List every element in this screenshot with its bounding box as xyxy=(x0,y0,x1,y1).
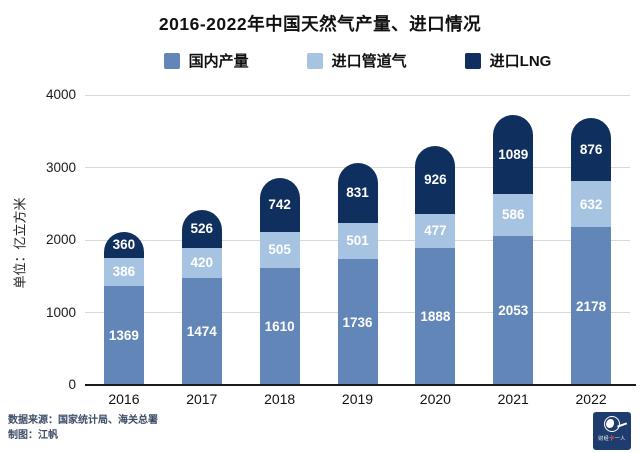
x-tick-label: 2021 xyxy=(497,391,529,407)
bar-segment: 1888 xyxy=(415,248,456,385)
bar-value-label: 742 xyxy=(268,197,291,213)
bar-segment: 2178 xyxy=(571,227,612,385)
bar-value-label: 586 xyxy=(501,207,525,223)
bar-slot: 926 477 1888 xyxy=(396,95,474,385)
y-tick-label: 0 xyxy=(68,377,76,392)
bar-2016: 360 386 1369 xyxy=(103,231,144,385)
bar-2020: 926 477 1888 xyxy=(415,146,456,385)
bar-value-label: 386 xyxy=(112,264,136,280)
bar-segment: 926 xyxy=(415,146,456,214)
bar-segment: 1610 xyxy=(259,268,300,385)
bar-segment: 360 xyxy=(103,231,144,258)
bar-2022: 876 632 2178 xyxy=(571,117,612,385)
bar-value-label: 1736 xyxy=(342,314,373,330)
bar-segment: 586 xyxy=(493,193,534,237)
bar-value-label: 926 xyxy=(424,172,447,188)
bar-segment: 831 xyxy=(337,162,378,223)
author-note: 制图：江帆 xyxy=(8,430,58,441)
bar-segment: 742 xyxy=(259,177,300,232)
x-tick-label: 2020 xyxy=(419,391,451,407)
bar-value-label: 420 xyxy=(190,255,214,271)
bar-value-label: 1369 xyxy=(108,327,139,343)
legend-item: 进口管道气 xyxy=(306,50,407,71)
bar-segment: 420 xyxy=(181,247,222,279)
bar-value-label: 831 xyxy=(346,185,369,201)
globe-icon xyxy=(604,416,620,432)
bar-value-label: 526 xyxy=(190,221,214,237)
bar-segment: 1474 xyxy=(181,278,222,385)
bar-segment: 1369 xyxy=(103,285,144,385)
bar-segment: 501 xyxy=(337,222,378,260)
bar-group: 360 386 1369 526 420 1474 742 505 1610 831 501 1736… xyxy=(85,95,630,385)
legend-swatch xyxy=(464,52,481,69)
footer: 数据来源：国家统计局、海关总署 制图：江帆 xyxy=(8,413,158,443)
legend-item: 进口LNG xyxy=(464,50,552,71)
bar-segment: 526 xyxy=(181,209,222,248)
bar-2019: 831 501 1736 xyxy=(337,162,378,385)
red-dot-icon xyxy=(611,436,614,439)
legend: 国内产量 进口管道气 进口LNG xyxy=(85,50,630,71)
data-source-note: 数据来源：国家统计局、海关总署 xyxy=(8,415,158,426)
bar-2018: 742 505 1610 xyxy=(259,177,300,385)
x-axis-line xyxy=(85,384,636,386)
y-tick-label: 3000 xyxy=(45,159,76,175)
bar-value-label: 632 xyxy=(579,196,603,212)
bar-segment: 876 xyxy=(571,117,612,182)
plot-area: 360 386 1369 526 420 1474 742 505 1610 831 501 1736… xyxy=(85,94,636,386)
bar-value-label: 1610 xyxy=(264,319,295,335)
bar-value-label: 2178 xyxy=(576,298,607,314)
legend-label: 进口LNG xyxy=(489,53,552,70)
bar-value-label: 477 xyxy=(424,223,447,239)
bar-segment: 632 xyxy=(571,181,612,228)
x-tick-label: 2019 xyxy=(341,391,374,407)
x-tick-label: 2018 xyxy=(264,391,296,407)
bar-2017: 526 420 1474 xyxy=(181,209,222,385)
bar-value-label: 1888 xyxy=(420,309,451,325)
legend-item: 国内产量 xyxy=(163,50,249,71)
bar-value-label: 876 xyxy=(579,142,603,158)
publisher-logo-text: 财经十一人 xyxy=(598,436,626,442)
bar-slot: 831 501 1736 xyxy=(319,95,397,385)
legend-swatch xyxy=(163,52,180,69)
bar-slot: 742 505 1610 xyxy=(241,95,319,385)
bar-segment: 2053 xyxy=(493,236,534,385)
bar-value-label: 1474 xyxy=(186,324,217,340)
legend-label: 国内产量 xyxy=(188,53,249,70)
x-tick-label: 2016 xyxy=(108,391,140,407)
bar-value-label: 360 xyxy=(112,237,136,253)
bar-value-label: 501 xyxy=(346,233,369,249)
y-tick-label: 2000 xyxy=(45,232,76,247)
y-tick-label: 4000 xyxy=(45,87,76,102)
bar-segment: 1736 xyxy=(337,259,378,385)
x-axis-ticks: 2016 2017 2018 2019 2020 2021 2022 xyxy=(85,391,630,407)
bar-segment: 1089 xyxy=(493,114,534,194)
bar-segment: 477 xyxy=(415,213,456,249)
gridline xyxy=(85,94,630,96)
bar-slot: 526 420 1474 xyxy=(163,95,241,385)
bar-2021: 1089 586 2053 xyxy=(493,114,534,385)
publisher-logo: 财经十一人 xyxy=(593,412,631,450)
y-tick-label: 1000 xyxy=(45,304,76,320)
chart-title: 2016-2022年中国天然气产量、进口情况 xyxy=(158,14,482,34)
bar-slot: 360 386 1369 xyxy=(85,95,163,385)
bar-value-label: 505 xyxy=(268,242,291,258)
bar-slot: 876 632 2178 xyxy=(552,95,630,385)
x-tick-label: 2022 xyxy=(575,391,607,407)
legend-swatch xyxy=(306,52,323,69)
legend-label: 进口管道气 xyxy=(331,53,407,70)
x-tick-label: 2017 xyxy=(186,391,218,407)
bar-value-label: 2053 xyxy=(498,303,529,319)
bar-segment: 505 xyxy=(259,231,300,269)
bar-segment: 386 xyxy=(103,257,144,286)
bar-value-label: 1089 xyxy=(498,146,529,162)
bar-slot: 1089 586 2053 xyxy=(474,95,552,385)
